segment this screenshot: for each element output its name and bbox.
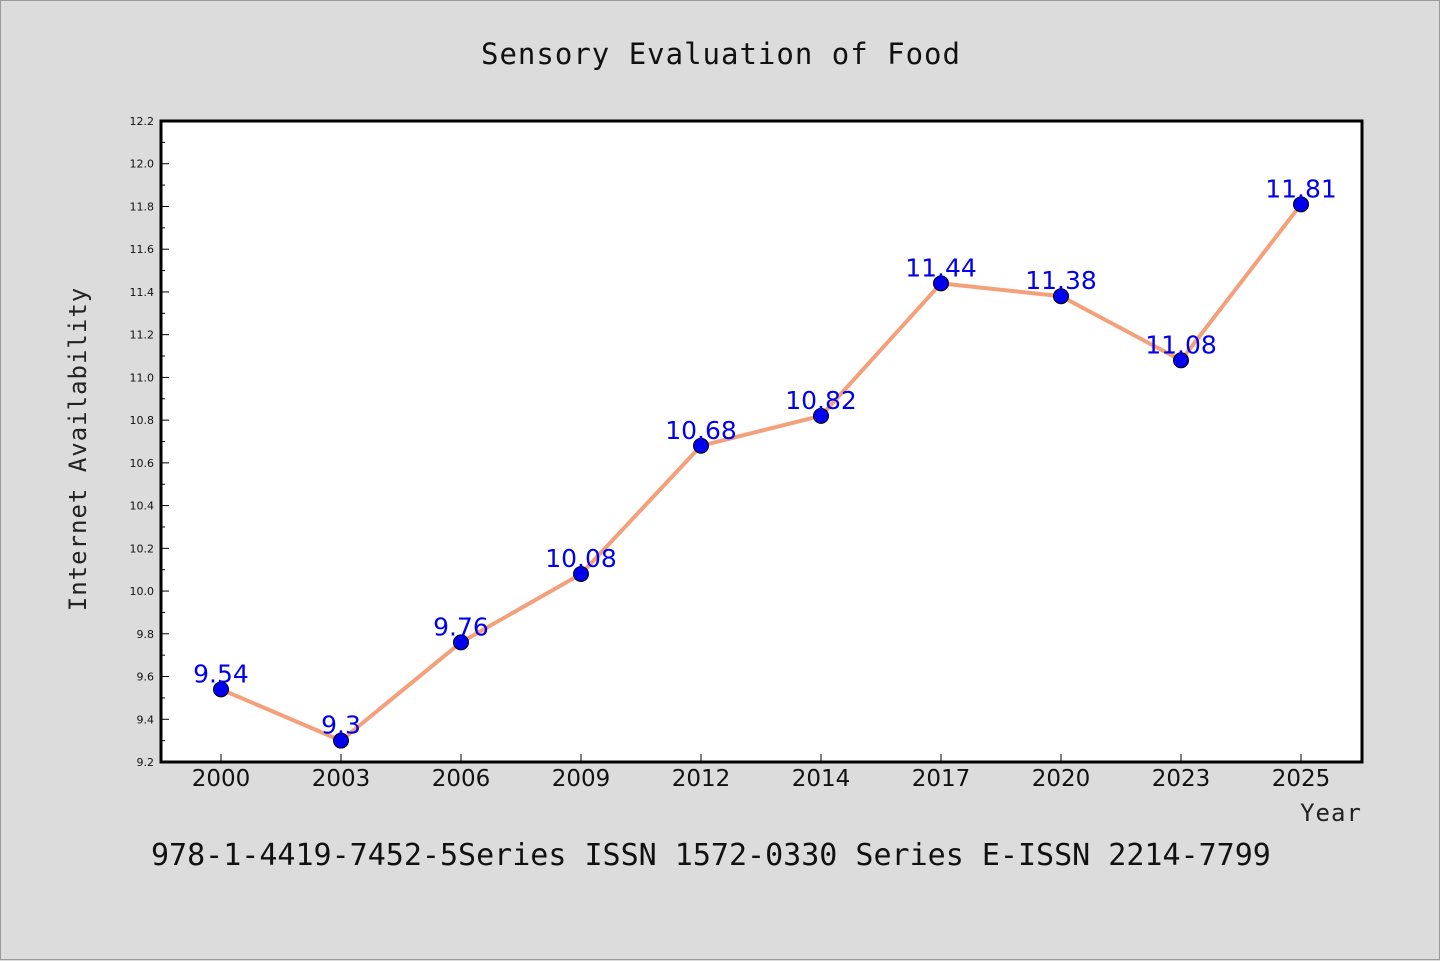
footer-isbn-issn: 978-1-4419-7452-5Series ISSN 1572-0330 S… — [151, 838, 1271, 873]
x-axis: 2000 2003 2006 2009 2012 2014 2017 2020 2023 2025 — [192, 754, 1331, 792]
x-tick-label: 2009 — [552, 766, 611, 792]
data-point — [213, 681, 229, 698]
x-tick-label: 2003 — [312, 766, 371, 792]
x-tick-label: 2006 — [432, 766, 491, 792]
x-tick-label: 2025 — [1272, 766, 1331, 792]
y-tick-label: 11.2 — [130, 329, 155, 342]
plot-area — [159, 119, 1364, 764]
series-line-group — [213, 196, 1309, 749]
data-label: 11.38 — [1025, 266, 1097, 295]
y-tick-label: 10.6 — [130, 457, 155, 470]
data-label-group: 9.54 9.3 9.76 10.08 10.68 10.82 11.44 11.38 11.0… — [193, 174, 1337, 739]
y-tick-label: 10.8 — [130, 414, 155, 427]
y-tick-label: 11.6 — [130, 243, 155, 256]
data-label: 9.54 — [193, 659, 249, 688]
data-label: 10.82 — [785, 386, 857, 415]
data-point — [453, 634, 469, 651]
data-point — [1173, 352, 1189, 369]
data-point — [1293, 196, 1309, 213]
y-tick-label: 10.2 — [130, 542, 155, 555]
data-point — [573, 565, 589, 582]
data-label: 11.81 — [1265, 174, 1337, 203]
y-tick-label: 12.2 — [130, 115, 155, 128]
data-label: 9.76 — [433, 612, 489, 641]
y-tick-label: 11.0 — [130, 371, 155, 384]
y-tick-label: 9.4 — [137, 713, 155, 726]
data-label: 9.3 — [321, 711, 361, 740]
series-line — [220, 203, 1303, 743]
x-axis-label: Year — [1300, 799, 1362, 827]
y-axis: 9.2 9.4 9.6 9.8 10.0 10.2 10.4 10.6 10.8 11.0 11.2… — [130, 115, 169, 769]
y-tick-label: 9.8 — [137, 628, 155, 641]
x-tick-label: 2020 — [1032, 766, 1091, 792]
x-tick-label: 2000 — [192, 766, 251, 792]
x-tick-label: 2014 — [792, 766, 851, 792]
data-label: 10.08 — [545, 544, 617, 573]
y-axis-label: Internet Availability — [64, 287, 92, 611]
chart-title: Sensory Evaluation of Food — [481, 37, 961, 71]
data-label: 11.44 — [905, 253, 977, 282]
y-tick-label: 10.0 — [130, 585, 155, 598]
y-tick-label: 10.4 — [130, 500, 155, 513]
y-tick-label: 12.0 — [130, 158, 155, 171]
data-label: 10.68 — [665, 416, 737, 445]
data-point — [333, 732, 349, 749]
x-tick-label: 2012 — [672, 766, 731, 792]
data-point — [813, 407, 829, 424]
data-point — [933, 275, 949, 292]
data-point — [1053, 288, 1069, 305]
y-tick-label: 11.8 — [130, 200, 155, 213]
y-tick-label: 9.2 — [137, 756, 155, 769]
x-tick-label: 2023 — [1152, 766, 1211, 792]
y-tick-label: 11.4 — [130, 286, 155, 299]
x-tick-label: 2017 — [912, 766, 971, 792]
data-point — [693, 437, 709, 454]
data-label: 11.08 — [1145, 330, 1217, 359]
y-tick-label: 9.6 — [137, 671, 155, 684]
